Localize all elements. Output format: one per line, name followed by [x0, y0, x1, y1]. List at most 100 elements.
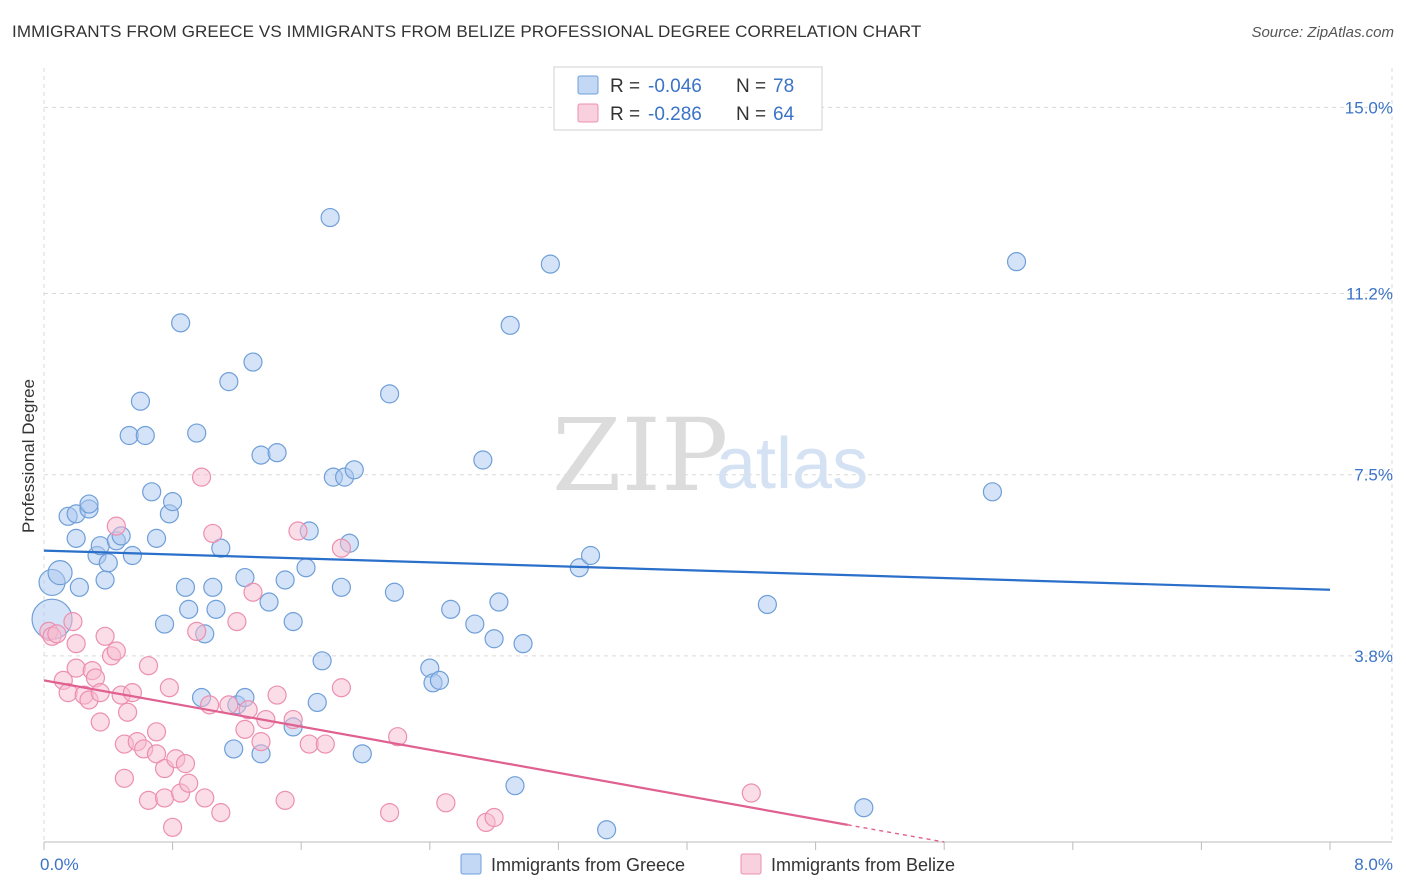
greece-point: [251, 445, 271, 465]
greece-point: [307, 692, 327, 713]
legend-r-value-belize: -0.286: [648, 104, 702, 125]
greece-point: [179, 599, 199, 619]
belize-point: [63, 612, 83, 632]
greece-point: [296, 558, 316, 578]
greece-point: [441, 599, 461, 619]
greece-point: [1006, 252, 1027, 272]
greece-point: [380, 384, 400, 404]
belize-point: [179, 773, 199, 793]
bottom-legend-label-greece: Immigrants from Greece: [491, 855, 685, 875]
belize-point: [299, 734, 319, 754]
belize-point: [117, 702, 138, 722]
greece-point: [163, 492, 183, 512]
belize-point: [95, 626, 115, 646]
greece-point: [175, 577, 196, 597]
belize-point: [114, 768, 134, 788]
belize-point: [211, 803, 231, 823]
belize-point: [195, 788, 215, 808]
greece-point: [95, 570, 115, 590]
belize-point: [331, 678, 351, 698]
greece-point: [513, 634, 533, 654]
trend-line-belize: [43, 679, 848, 826]
greece-point: [465, 614, 485, 634]
greece-point: [473, 450, 493, 470]
greece-point: [320, 207, 340, 228]
greece-point: [597, 820, 617, 840]
legend-r-label-belize: R =: [610, 104, 640, 125]
greece-point: [243, 352, 263, 372]
greece-point: [203, 577, 223, 597]
greece-point: [206, 599, 226, 619]
greece-point: [69, 577, 89, 597]
greece-point: [344, 460, 364, 480]
bottom-legend-swatch-belize: [740, 853, 762, 875]
greece-point: [352, 744, 372, 764]
greece-point: [219, 372, 239, 392]
greece-point: [66, 528, 86, 548]
greece-point: [505, 776, 525, 796]
series-greece-points: [31, 207, 1027, 840]
belize-point: [227, 612, 247, 632]
greece-point: [119, 425, 139, 446]
belize-point: [288, 521, 308, 541]
legend-n-label-belize: N =: [736, 104, 766, 125]
y-axis-tick-labels: 3.8% 7.5% 11.2% 15.0%: [1345, 98, 1393, 666]
greece-point: [312, 651, 332, 671]
greece-point: [429, 670, 450, 690]
trend-line-belize-extension: [847, 824, 945, 843]
legend-swatch-greece: [577, 75, 599, 95]
legend-n-value-greece: 78: [773, 76, 794, 97]
greece-point: [79, 494, 99, 514]
x-tick-label-1: 8.0%: [1354, 855, 1393, 874]
belize-point: [191, 467, 212, 487]
belize-point: [275, 790, 295, 810]
belize-point: [238, 700, 258, 720]
greece-point: [331, 577, 351, 597]
greece-point: [484, 629, 504, 649]
belize-point: [484, 807, 504, 828]
legend-r-label-greece: R =: [610, 76, 640, 97]
belize-point: [154, 788, 175, 808]
belize-point: [436, 793, 456, 813]
x-axis-tick-labels: 0.0% 8.0%: [40, 855, 1393, 874]
watermark-zip: ZIP: [552, 397, 728, 514]
y-tick-label-1: 7.5%: [1354, 466, 1393, 485]
grid-lines: [43, 68, 1393, 842]
belize-point: [388, 727, 408, 747]
greece-point: [211, 538, 231, 558]
bottom-legend-swatch-greece: [460, 853, 482, 875]
greece-point: [540, 254, 560, 274]
greece-point: [154, 614, 175, 634]
belize-point: [219, 695, 239, 715]
belize-point: [187, 621, 207, 642]
belize-point: [106, 516, 126, 536]
x-axis-ticks: [43, 842, 1331, 850]
legend-n-value-belize: 64: [773, 104, 795, 125]
legend-swatch-belize: [577, 103, 599, 123]
y-tick-label-2: 11.2%: [1346, 284, 1393, 303]
bottom-legend-label-belize: Immigrants from Belize: [771, 855, 955, 875]
legend-n-label-greece: N =: [736, 76, 766, 97]
belize-point: [175, 754, 196, 774]
belize-point: [159, 678, 179, 698]
belize-point: [163, 817, 183, 837]
belize-point: [203, 523, 223, 544]
belize-point: [66, 658, 86, 678]
greece-point: [757, 594, 777, 615]
watermark-atlas: atlas: [716, 424, 868, 504]
belize-point: [146, 744, 167, 764]
belize-point: [47, 624, 67, 644]
stats-legend-box: [553, 66, 823, 131]
belize-point: [138, 790, 159, 810]
belize-point: [243, 582, 263, 602]
greece-point: [146, 528, 167, 548]
belize-point: [235, 719, 255, 739]
belize-point: [331, 538, 351, 558]
belize-point: [66, 634, 86, 654]
legend-r-value-greece: -0.046: [648, 76, 702, 97]
belize-point: [380, 803, 400, 823]
belize-point: [251, 732, 271, 752]
belize-point: [106, 641, 126, 661]
trend-line-greece: [43, 549, 1331, 591]
